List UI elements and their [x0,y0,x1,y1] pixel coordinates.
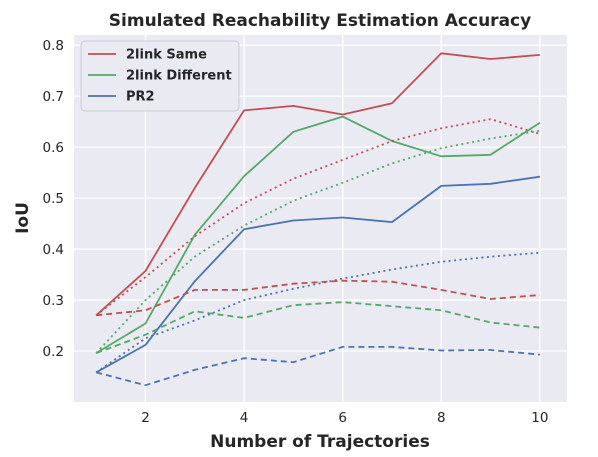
series-line-3-dotted [95,118,541,317]
y-tick-label: 0.2 [43,344,64,360]
series-lines [95,52,541,387]
series-line-0-solid [95,52,540,316]
series-line-4-dotted [95,129,541,354]
series-line-7-dashed [95,301,540,354]
y-tick-label: 0.5 [43,191,64,207]
x-tick-label: 4 [240,410,249,426]
series-line-2-solid [95,175,541,374]
y-axis-label: IoU [13,202,33,234]
grid-lines [74,35,567,402]
x-tick-label: 8 [437,410,446,426]
x-tick-label: 10 [531,410,548,426]
x-axis-label: Number of Trajectories [210,432,430,452]
y-tick-label: 0.8 [43,38,64,54]
series-line-5-dotted [95,251,540,374]
chart-title: Simulated Reachability Estimation Accura… [109,11,531,31]
series-line-6-dashed [96,279,540,317]
legend-items: 2link Same 2link Different PR2 [88,48,232,105]
legend-box [80,40,240,112]
y-tick-labels: 0.2 0.3 0.4 0.5 0.6 0.7 0.8 [43,38,64,360]
legend-entry: 2link Different [126,69,232,84]
y-tick-label: 0.7 [43,89,64,105]
x-tick-label: 2 [141,410,150,426]
y-tick-label: 0.4 [43,242,64,258]
legend-entry: PR2 [126,90,155,105]
x-tick-labels: 2 4 6 8 10 [141,410,548,426]
x-tick-label: 6 [338,410,347,426]
legend: 2link Same 2link Different PR2 [80,40,240,112]
legend-entry: 2link Same [126,48,207,63]
y-tick-label: 0.6 [43,140,64,156]
y-tick-label: 0.3 [43,293,64,309]
